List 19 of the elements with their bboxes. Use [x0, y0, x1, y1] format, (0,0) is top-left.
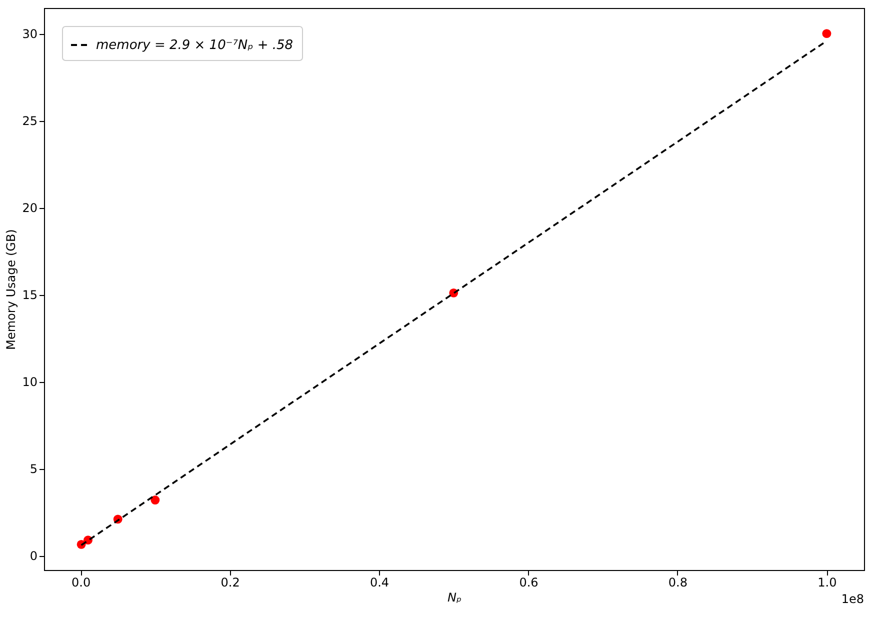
y-axis-title: Memory Usage (GB) [4, 229, 18, 350]
x-tick-label: 0.8 [668, 576, 688, 590]
x-tick-label: 1.0 [818, 576, 837, 590]
x-tick-label: 0.0 [72, 576, 91, 590]
text: 1e8 [841, 592, 864, 606]
y-tick-label: 15 [22, 288, 38, 302]
x-tick-label: 0.6 [519, 576, 538, 590]
y-tick-label: 30 [22, 27, 38, 42]
y-tick-label: 20 [22, 201, 38, 216]
y-tick-label: 0 [30, 549, 38, 564]
y-tick-label: 10 [22, 375, 38, 390]
x-axis-title: Nₚ [447, 590, 462, 604]
x-tick-label: 0.2 [220, 576, 240, 590]
y-tick-label: 5 [30, 462, 38, 476]
point [150, 496, 160, 504]
x-tick-label: 0.4 [370, 576, 390, 590]
point [822, 29, 832, 38]
legend-label: memory = 2.9 × 10⁻⁷Nₚ + .58 [96, 38, 294, 53]
y-tick-label: 25 [22, 114, 38, 128]
